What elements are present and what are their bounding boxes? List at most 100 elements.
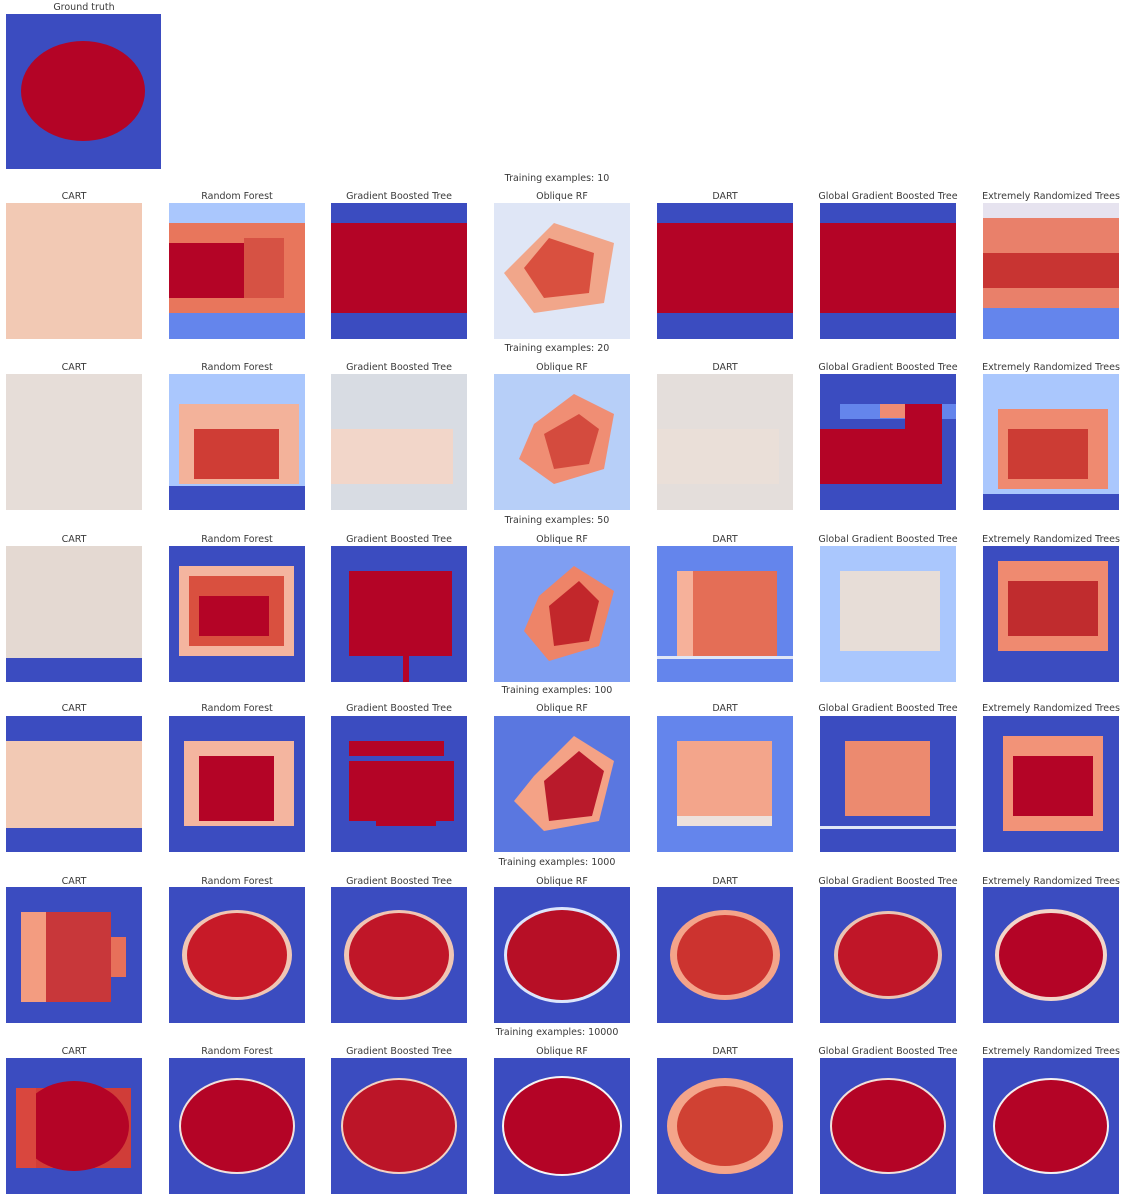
decision-region	[349, 913, 449, 997]
panel-extremely-randomized-trees	[983, 887, 1119, 1023]
panel-title-extremely-randomized-trees: Extremely Randomized Trees	[982, 362, 1120, 373]
panel-title-global-gradient-boosted-tree: Global Gradient Boosted Tree	[818, 1046, 958, 1057]
decision-region	[677, 1086, 773, 1166]
row-title-50: Training examples: 50	[504, 515, 610, 526]
panel-extremely-randomized-trees	[983, 374, 1119, 510]
decision-region	[331, 429, 453, 484]
ground-truth-panel	[6, 14, 161, 169]
panel-title-gradient-boosted-tree: Gradient Boosted Tree	[346, 876, 452, 887]
panel-cart	[6, 887, 142, 1023]
panel-title-gradient-boosted-tree: Gradient Boosted Tree	[346, 1046, 452, 1057]
panel-cart	[6, 203, 142, 339]
panel-oblique-rf	[494, 1058, 630, 1194]
decision-region	[46, 912, 111, 1002]
decision-region	[6, 658, 142, 682]
panel-title-extremely-randomized-trees: Extremely Randomized Trees	[982, 191, 1120, 202]
panel-title-random-forest: Random Forest	[201, 534, 273, 545]
panel-title-random-forest: Random Forest	[201, 876, 273, 887]
panel-cart	[6, 374, 142, 510]
decision-region	[111, 937, 126, 977]
decision-region	[199, 756, 274, 821]
panel-title-oblique-rf: Oblique RF	[536, 534, 588, 545]
panel-cart	[6, 716, 142, 852]
panel-dart	[657, 374, 793, 510]
panel-global-gradient-boosted-tree	[820, 1058, 956, 1194]
panel-title-oblique-rf: Oblique RF	[536, 703, 588, 714]
panel-extremely-randomized-trees	[983, 1058, 1119, 1194]
panel-title-extremely-randomized-trees: Extremely Randomized Trees	[982, 1046, 1120, 1057]
decision-region	[331, 223, 467, 313]
row-title-100: Training examples: 100	[501, 685, 613, 696]
decision-region	[983, 308, 1119, 339]
decision-region	[1008, 581, 1098, 636]
decision-region	[343, 1080, 455, 1172]
panel-title-cart: CART	[61, 1046, 87, 1057]
decision-region	[6, 741, 142, 828]
panel-title-dart: DART	[712, 1046, 738, 1057]
panel-title-global-gradient-boosted-tree: Global Gradient Boosted Tree	[818, 703, 958, 714]
panel-oblique-rf	[494, 546, 630, 682]
panel-title-global-gradient-boosted-tree: Global Gradient Boosted Tree	[818, 534, 958, 545]
panel-dart	[657, 1058, 793, 1194]
panel-extremely-randomized-trees	[983, 716, 1119, 852]
panel-oblique-rf	[494, 203, 630, 339]
decision-region	[194, 429, 279, 479]
panel-title-global-gradient-boosted-tree: Global Gradient Boosted Tree	[818, 191, 958, 202]
row-title-20: Training examples: 20	[504, 343, 610, 354]
decision-region	[169, 243, 244, 298]
panel-title-cart: CART	[61, 362, 87, 373]
row-title-10000: Training examples: 10000	[495, 1027, 619, 1038]
decision-region	[995, 1080, 1107, 1172]
decision-region	[507, 910, 617, 1000]
panel-random-forest	[169, 546, 305, 682]
panel-gradient-boosted-tree	[331, 1058, 467, 1194]
panel-cart	[6, 1058, 142, 1194]
decision-region	[6, 374, 142, 510]
panel-global-gradient-boosted-tree	[820, 374, 956, 510]
panel-title-global-gradient-boosted-tree: Global Gradient Boosted Tree	[818, 876, 958, 887]
decision-region	[169, 313, 305, 339]
panel-global-gradient-boosted-tree	[820, 203, 956, 339]
panel-random-forest	[169, 887, 305, 1023]
panel-title-extremely-randomized-trees: Extremely Randomized Trees	[982, 534, 1120, 545]
panel-global-gradient-boosted-tree	[820, 716, 956, 852]
row-title-10: Training examples: 10	[504, 173, 610, 184]
decision-region	[832, 1080, 944, 1172]
panel-oblique-rf	[494, 716, 630, 852]
panel-title-oblique-rf: Oblique RF	[536, 876, 588, 887]
decision-region	[820, 826, 956, 829]
decision-region	[657, 429, 779, 484]
panel-random-forest	[169, 716, 305, 852]
panel-gradient-boosted-tree	[331, 887, 467, 1023]
decision-region	[840, 571, 940, 651]
panel-random-forest	[169, 203, 305, 339]
decision-region	[376, 811, 436, 826]
decision-region	[244, 238, 284, 298]
decision-region	[349, 741, 444, 756]
decision-region	[983, 253, 1119, 288]
panel-title-random-forest: Random Forest	[201, 1046, 273, 1057]
ground-truth-title: Ground truth	[53, 2, 115, 13]
panel-global-gradient-boosted-tree	[820, 546, 956, 682]
decision-region	[1008, 429, 1088, 479]
decision-region	[6, 203, 142, 339]
decision-region	[657, 656, 793, 659]
decision-region	[187, 913, 287, 997]
panel-dart	[657, 716, 793, 852]
panel-cart	[6, 546, 142, 682]
decision-region	[820, 429, 942, 484]
decision-region	[838, 914, 938, 996]
panel-title-cart: CART	[61, 876, 87, 887]
decision-region	[677, 741, 772, 826]
panel-global-gradient-boosted-tree	[820, 887, 956, 1023]
panel-title-oblique-rf: Oblique RF	[536, 362, 588, 373]
decision-region	[403, 656, 409, 682]
panel-title-gradient-boosted-tree: Gradient Boosted Tree	[346, 534, 452, 545]
panel-title-random-forest: Random Forest	[201, 362, 273, 373]
ellipse-region	[21, 41, 145, 141]
panel-title-random-forest: Random Forest	[201, 191, 273, 202]
panel-title-oblique-rf: Oblique RF	[536, 191, 588, 202]
panel-oblique-rf	[494, 887, 630, 1023]
panel-title-global-gradient-boosted-tree: Global Gradient Boosted Tree	[818, 362, 958, 373]
panel-title-dart: DART	[712, 876, 738, 887]
